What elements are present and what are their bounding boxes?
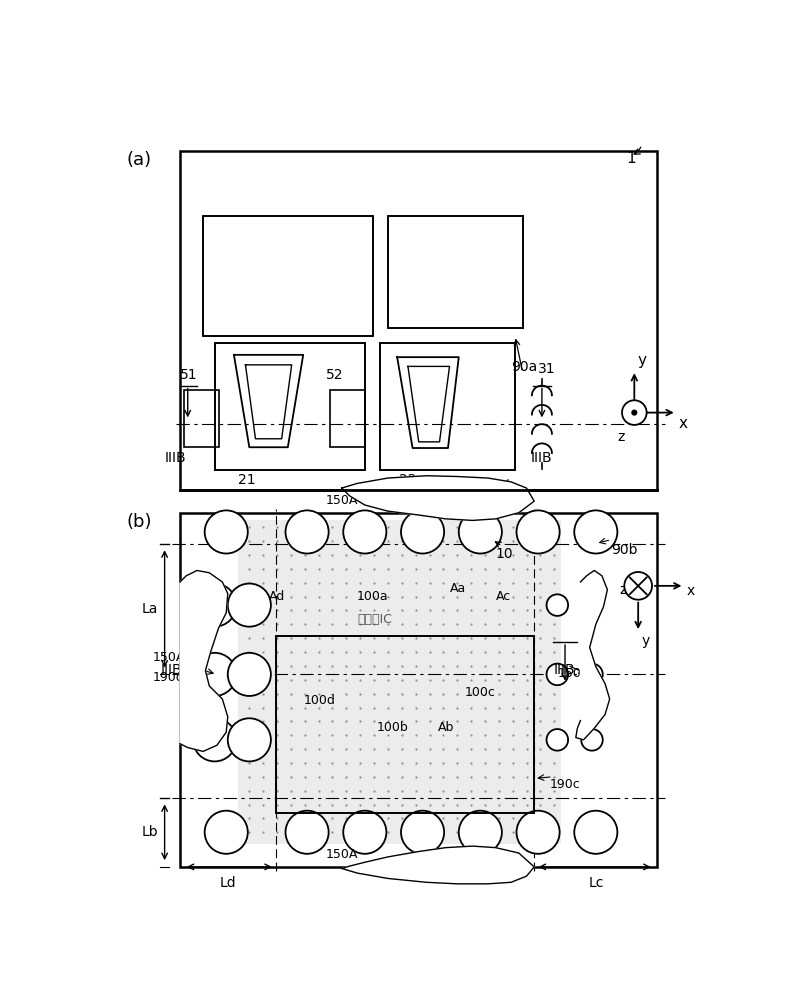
Circle shape [228, 584, 271, 627]
Text: 100c: 100c [465, 686, 496, 699]
Text: z: z [620, 583, 627, 597]
Circle shape [401, 510, 444, 554]
Circle shape [193, 584, 236, 627]
Text: 150A: 150A [326, 848, 358, 861]
Text: x: x [679, 416, 688, 431]
Bar [276, 636, 534, 813]
Text: Ac: Ac [496, 590, 511, 603]
Circle shape [574, 510, 617, 554]
Circle shape [204, 510, 248, 554]
Circle shape [401, 811, 444, 854]
Text: 90b: 90b [611, 544, 638, 558]
Text: Ad: Ad [268, 590, 284, 603]
Text: 100d: 100d [303, 694, 335, 707]
Circle shape [546, 594, 568, 616]
Text: 190d: 190d [153, 671, 185, 684]
Text: 100a: 100a [357, 590, 389, 603]
Text: (a): (a) [126, 151, 151, 169]
Polygon shape [342, 476, 534, 520]
Polygon shape [342, 846, 534, 884]
Text: Lb: Lb [142, 825, 158, 839]
Text: 半导体IC: 半导体IC [357, 613, 392, 626]
Text: IIIB: IIIB [530, 451, 552, 465]
Text: 90a: 90a [511, 360, 537, 374]
Polygon shape [180, 570, 228, 751]
Circle shape [193, 718, 236, 761]
Text: 10: 10 [496, 547, 513, 561]
Circle shape [546, 729, 568, 751]
Circle shape [631, 410, 638, 416]
Text: Lc: Lc [588, 876, 604, 890]
Bar [330, 389, 365, 447]
Circle shape [516, 510, 560, 554]
Text: 31: 31 [538, 362, 556, 376]
Text: La: La [142, 602, 158, 616]
Text: 190b: 190b [427, 848, 458, 861]
Bar [238, 520, 562, 844]
Text: 22: 22 [399, 473, 417, 487]
Text: 52: 52 [326, 368, 344, 382]
Text: Ab: Ab [438, 721, 454, 734]
Text: 100b: 100b [377, 721, 408, 734]
Circle shape [516, 811, 560, 854]
Circle shape [581, 664, 603, 685]
Circle shape [581, 594, 603, 616]
Bar [180, 513, 658, 867]
Bar [388, 216, 523, 328]
Circle shape [343, 811, 386, 854]
Text: 150A: 150A [153, 651, 186, 664]
Polygon shape [576, 570, 610, 740]
Text: (b): (b) [126, 513, 152, 531]
Bar [180, 151, 658, 490]
Text: IIIB: IIIB [161, 663, 183, 677]
Circle shape [193, 653, 236, 696]
Bar [184, 389, 218, 447]
Bar [381, 343, 515, 470]
Text: z: z [617, 430, 625, 444]
Circle shape [622, 400, 646, 425]
Text: 51: 51 [180, 368, 198, 382]
Text: 21: 21 [238, 473, 255, 487]
Text: 150A: 150A [326, 494, 358, 507]
Circle shape [204, 811, 248, 854]
Text: y: y [642, 634, 650, 648]
Text: Ld: Ld [220, 876, 237, 890]
Circle shape [343, 510, 386, 554]
Circle shape [581, 729, 603, 751]
Circle shape [285, 510, 329, 554]
Text: x: x [687, 584, 695, 598]
Bar [203, 216, 372, 336]
Circle shape [459, 811, 502, 854]
Circle shape [228, 718, 271, 761]
Text: y: y [638, 353, 646, 368]
Text: 1: 1 [627, 151, 636, 166]
Bar [215, 343, 365, 470]
Circle shape [285, 811, 329, 854]
Circle shape [546, 664, 568, 685]
Text: IIIB: IIIB [553, 663, 575, 677]
Text: 150B: 150B [558, 667, 590, 680]
Text: 190c: 190c [549, 778, 580, 791]
Text: 190a: 190a [473, 494, 504, 507]
Circle shape [228, 653, 271, 696]
Circle shape [574, 811, 617, 854]
Text: IIIB: IIIB [165, 451, 187, 465]
Circle shape [625, 572, 652, 600]
Text: Aa: Aa [449, 582, 465, 595]
Circle shape [459, 510, 502, 554]
